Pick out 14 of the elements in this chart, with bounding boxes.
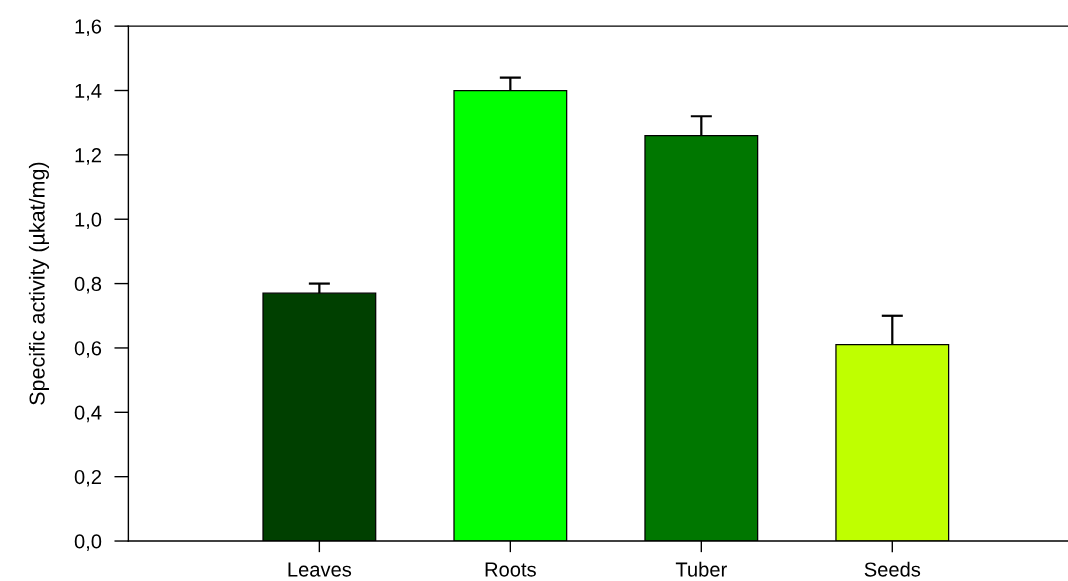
y-tick-label: 1,6 (75, 19, 102, 37)
y-tick-label: 1,2 (75, 148, 101, 165)
x-tick-label: Seeds (864, 561, 921, 577)
x-tick-label: Tuber (675, 561, 727, 577)
x-tick-label: Leaves (288, 562, 352, 577)
x-tick-label: Roots (485, 562, 536, 577)
y-tick-label: 0,2 (74, 469, 101, 487)
y-tick-label: 1,4 (75, 83, 102, 101)
y-tick-label: 0,4 (74, 405, 102, 423)
y-tick-label: 0,0 (74, 534, 102, 551)
y-axis-title: Specific activity (µkat/mg) (28, 162, 49, 405)
y-tick-label: 0,8 (74, 276, 102, 294)
y-tick-label: 0,6 (74, 341, 102, 358)
y-tick-label: 1,0 (75, 212, 102, 230)
